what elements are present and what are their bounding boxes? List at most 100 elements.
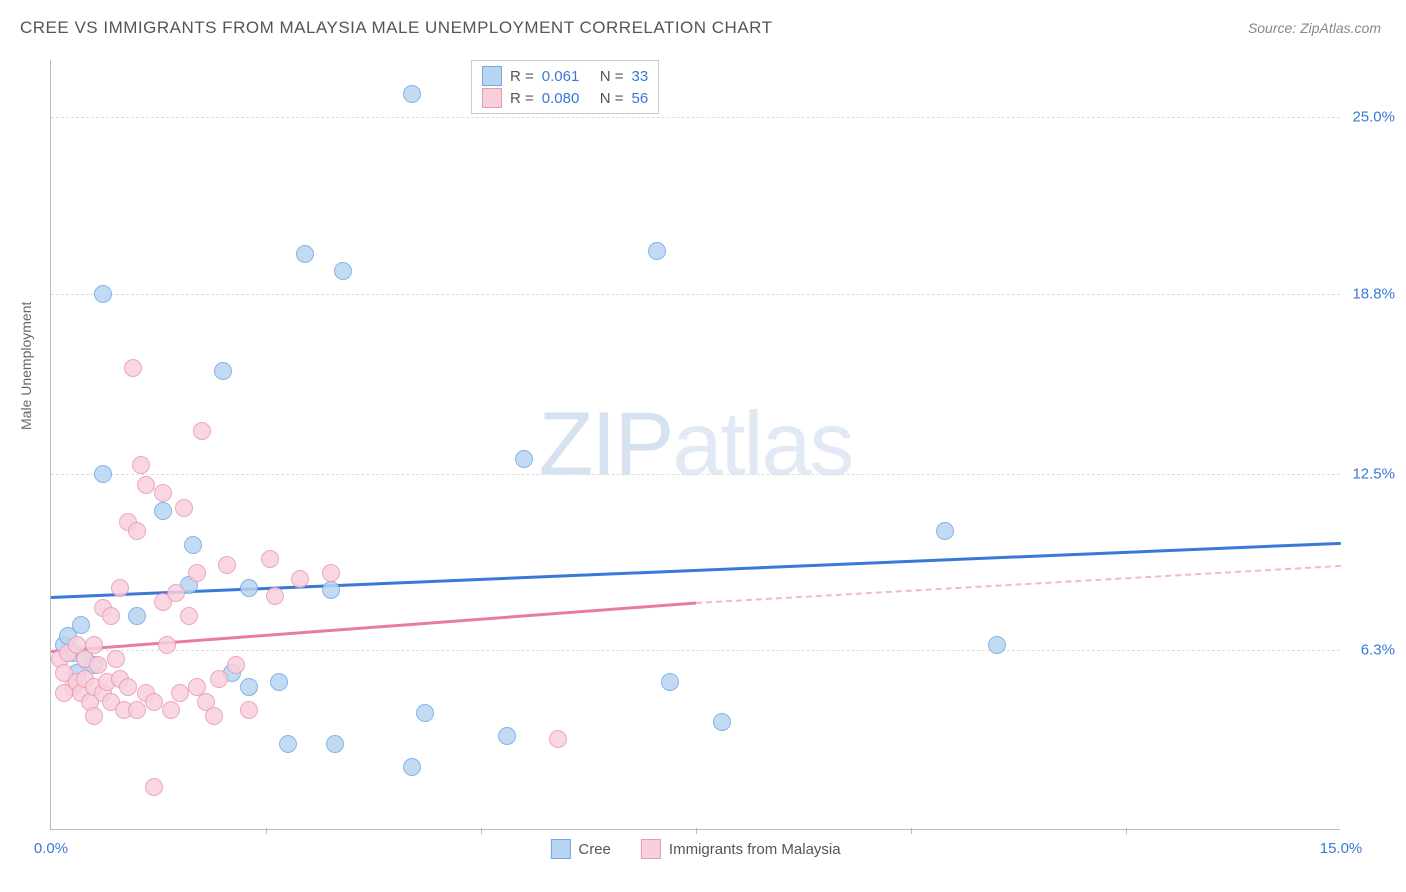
scatter-point — [279, 735, 297, 753]
scatter-point — [214, 362, 232, 380]
scatter-point — [936, 522, 954, 540]
legend-n-label: N = — [600, 68, 624, 85]
scatter-point — [132, 456, 150, 474]
legend-swatch — [641, 839, 661, 859]
scatter-point — [94, 285, 112, 303]
scatter-point — [416, 704, 434, 722]
legend-r-label: R = — [510, 68, 534, 85]
scatter-point — [171, 684, 189, 702]
y-tick-label: 6.3% — [1361, 642, 1395, 659]
scatter-point — [240, 678, 258, 696]
scatter-point — [205, 707, 223, 725]
scatter-point — [72, 616, 90, 634]
x-tick-mark — [266, 828, 267, 834]
scatter-point — [55, 684, 73, 702]
scatter-point — [988, 636, 1006, 654]
scatter-point — [266, 587, 284, 605]
scatter-point — [128, 607, 146, 625]
scatter-point — [145, 778, 163, 796]
bottom-legend-item: Immigrants from Malaysia — [641, 839, 841, 859]
gridline — [51, 474, 1340, 475]
plot-area: ZIPatlas R =0.061N =33R =0.080N =56 Cree… — [50, 60, 1340, 830]
scatter-point — [227, 656, 245, 674]
bottom-legend-label: Cree — [578, 841, 611, 858]
x-tick-label: 15.0% — [1320, 840, 1363, 857]
watermark-atlas: atlas — [672, 394, 852, 494]
scatter-point — [403, 85, 421, 103]
scatter-point — [188, 564, 206, 582]
legend-swatch — [482, 88, 502, 108]
scatter-point — [175, 499, 193, 517]
scatter-point — [184, 536, 202, 554]
scatter-point — [154, 502, 172, 520]
scatter-point — [549, 730, 567, 748]
legend-swatch — [482, 66, 502, 86]
scatter-point — [498, 727, 516, 745]
x-tick-mark — [911, 828, 912, 834]
scatter-point — [240, 701, 258, 719]
scatter-point — [145, 693, 163, 711]
trend-line — [696, 565, 1341, 604]
scatter-point — [102, 607, 120, 625]
scatter-point — [240, 579, 258, 597]
legend-r-label: R = — [510, 90, 534, 107]
scatter-point — [180, 607, 198, 625]
scatter-point — [85, 636, 103, 654]
y-axis-label: Male Unemployment — [18, 302, 34, 430]
x-tick-mark — [696, 828, 697, 834]
scatter-point — [326, 735, 344, 753]
gridline — [51, 294, 1340, 295]
legend-r-value: 0.080 — [542, 90, 592, 107]
scatter-point — [94, 465, 112, 483]
legend-stats-row: R = 0.061 N = 33 — [482, 65, 648, 87]
scatter-point — [111, 579, 129, 597]
gridline — [51, 650, 1340, 651]
y-tick-label: 12.5% — [1352, 465, 1395, 482]
scatter-point — [154, 484, 172, 502]
scatter-point — [162, 701, 180, 719]
trend-line — [51, 602, 696, 653]
scatter-point — [322, 581, 340, 599]
scatter-point — [167, 584, 185, 602]
legend-swatch — [550, 839, 570, 859]
bottom-legend-label: Immigrants from Malaysia — [669, 841, 841, 858]
legend-n-value: 56 — [632, 90, 649, 107]
x-tick-label: 0.0% — [34, 840, 68, 857]
scatter-point — [119, 678, 137, 696]
scatter-point — [158, 636, 176, 654]
scatter-point — [210, 670, 228, 688]
x-tick-mark — [1126, 828, 1127, 834]
legend-stats-box: R = 0.061 N = 33 R = 0.080 N = 56 — [471, 60, 659, 114]
y-tick-label: 25.0% — [1352, 109, 1395, 126]
scatter-point — [403, 758, 421, 776]
scatter-point — [334, 262, 352, 280]
bottom-legend-item: Cree — [550, 839, 611, 859]
scatter-point — [218, 556, 236, 574]
legend-n-value: 33 — [632, 68, 649, 85]
legend-stats-row: R = 0.080 N = 56 — [482, 87, 648, 109]
scatter-point — [124, 359, 142, 377]
scatter-point — [296, 245, 314, 263]
scatter-point — [107, 650, 125, 668]
scatter-point — [270, 673, 288, 691]
scatter-point — [261, 550, 279, 568]
scatter-point — [291, 570, 309, 588]
scatter-point — [648, 242, 666, 260]
scatter-point — [322, 564, 340, 582]
scatter-point — [713, 713, 731, 731]
legend-r-value: 0.061 — [542, 68, 592, 85]
x-tick-mark — [481, 828, 482, 834]
legend-n-label: N = — [600, 90, 624, 107]
watermark: ZIPatlas — [538, 393, 852, 496]
scatter-point — [89, 656, 107, 674]
bottom-legend: Cree Immigrants from Malaysia — [550, 839, 840, 859]
scatter-point — [128, 701, 146, 719]
gridline — [51, 117, 1340, 118]
chart-title: CREE VS IMMIGRANTS FROM MALAYSIA MALE UN… — [20, 18, 773, 38]
scatter-point — [137, 476, 155, 494]
scatter-point — [515, 450, 533, 468]
watermark-zip: ZIP — [538, 394, 672, 494]
y-tick-label: 18.8% — [1352, 285, 1395, 302]
chart-source: Source: ZipAtlas.com — [1248, 20, 1381, 36]
scatter-point — [661, 673, 679, 691]
